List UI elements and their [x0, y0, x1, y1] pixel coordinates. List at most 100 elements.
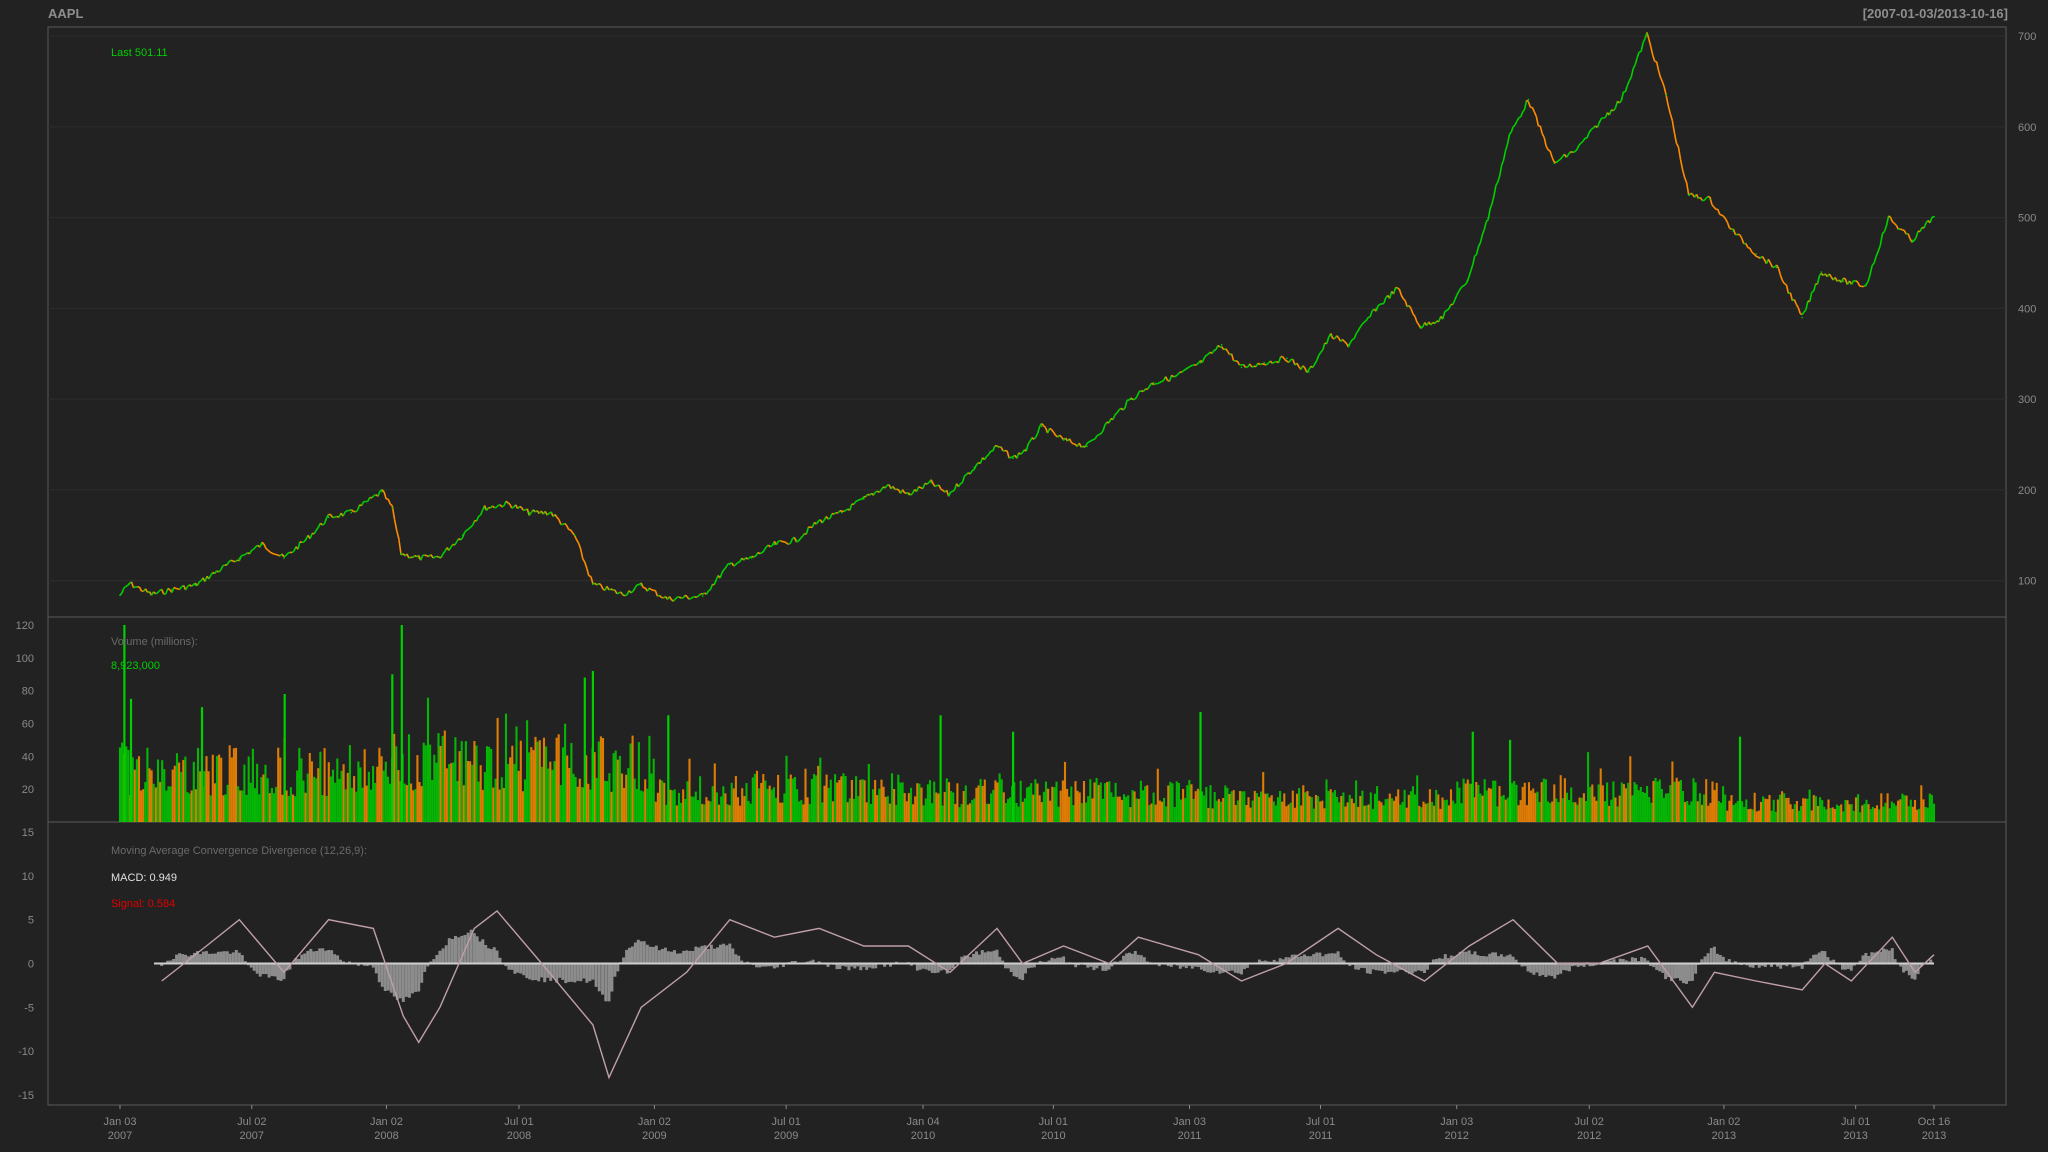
- price-segment: [901, 489, 906, 494]
- price-segment: [1883, 225, 1888, 232]
- price-segment: [184, 586, 189, 591]
- price-segment: [448, 546, 452, 551]
- price-segment: [269, 551, 273, 554]
- price-point: [1665, 94, 1667, 96]
- price-segment: [688, 597, 692, 600]
- price-segment: [1302, 365, 1306, 369]
- price-segment: [600, 584, 604, 590]
- price-segment: [1749, 247, 1753, 253]
- price-point: [1062, 439, 1065, 441]
- price-segment: [708, 588, 711, 592]
- price-segment: [1545, 145, 1549, 151]
- price-point: [1330, 334, 1332, 337]
- price-segment: [461, 532, 466, 538]
- price-point: [640, 584, 642, 586]
- price-segment: [1353, 333, 1358, 339]
- price-segment: [1726, 222, 1731, 229]
- price-segment: [1381, 302, 1385, 305]
- price-segment: [1789, 292, 1794, 301]
- price-segment: [690, 596, 694, 600]
- price-segment: [1479, 234, 1484, 243]
- price-segment: [1016, 452, 1020, 459]
- price-segment: [614, 589, 618, 595]
- price-segment: [1357, 326, 1361, 331]
- price-segment: [743, 557, 747, 561]
- price-segment: [267, 549, 271, 553]
- price-segment: [1865, 281, 1869, 286]
- price-point: [1220, 343, 1223, 346]
- price-segment: [721, 569, 725, 573]
- price-segment: [1253, 365, 1257, 368]
- x-tick-year-label: 2011: [1178, 1130, 1202, 1142]
- price-y-tick-label: 100: [2018, 576, 2036, 588]
- price-segment: [1855, 280, 1859, 283]
- price-segment: [618, 591, 622, 594]
- price-segment: [459, 537, 464, 541]
- price-segment: [1820, 272, 1824, 276]
- price-segment: [1740, 237, 1745, 244]
- price-point: [1199, 362, 1202, 364]
- price-segment: [1477, 242, 1482, 247]
- price-segment: [827, 517, 831, 520]
- price-segment: [432, 556, 436, 559]
- price-segment: [393, 519, 398, 531]
- price-point: [996, 445, 998, 448]
- price-segment: [915, 486, 920, 492]
- price-segment: [1745, 243, 1749, 248]
- price-segment: [1018, 452, 1022, 455]
- price-segment: [957, 483, 962, 488]
- price-segment: [1724, 218, 1729, 224]
- price-segment: [1369, 310, 1373, 317]
- price-segment: [526, 508, 530, 516]
- price-segment: [248, 549, 253, 555]
- price-segment: [1500, 159, 1505, 166]
- price-segment: [940, 488, 944, 491]
- price-point: [973, 466, 976, 469]
- price-segment: [1777, 268, 1782, 276]
- price-segment: [1326, 336, 1330, 344]
- price-segment: [1114, 412, 1118, 416]
- price-segment: [1512, 124, 1516, 128]
- macd-panel-label: Moving Average Convergence Divergence (1…: [111, 845, 367, 857]
- price-segment: [1655, 61, 1660, 71]
- price-point: [1012, 457, 1014, 460]
- price-segment: [243, 553, 246, 556]
- price-segment: [1416, 321, 1420, 326]
- price-point: [194, 584, 197, 586]
- price-segment: [1277, 356, 1282, 364]
- price-segment: [566, 525, 570, 530]
- price-point: [1040, 425, 1043, 428]
- price-segment: [1510, 126, 1514, 133]
- price-segment: [1116, 409, 1120, 414]
- price-segment: [1723, 215, 1727, 220]
- price-segment: [1483, 221, 1488, 230]
- price-segment: [1719, 213, 1722, 216]
- price-segment: [505, 500, 509, 504]
- price-y-tick-label: 700: [2018, 31, 2036, 43]
- price-segment: [1767, 258, 1772, 264]
- price-segment: [1590, 127, 1594, 131]
- price-segment: [458, 538, 462, 541]
- price-segment: [1553, 161, 1557, 164]
- price-segment: [1520, 111, 1524, 118]
- price-segment: [907, 492, 912, 496]
- price-segment: [630, 590, 634, 594]
- price-segment: [1138, 390, 1142, 393]
- price-segment: [1265, 362, 1269, 366]
- price-segment: [406, 553, 410, 559]
- price-segment: [829, 513, 833, 519]
- price-segment: [634, 584, 638, 589]
- price-segment: [586, 568, 590, 577]
- price-segment: [1489, 203, 1493, 210]
- price-segment: [400, 553, 404, 556]
- price-segment: [657, 594, 660, 597]
- price-segment: [192, 582, 196, 586]
- volume-panel-label: Volume (millions):: [111, 636, 198, 648]
- price-segment: [1400, 294, 1404, 300]
- price-segment: [1698, 196, 1701, 200]
- price-segment: [686, 596, 690, 600]
- price-segment: [456, 538, 460, 543]
- price-segment: [1769, 262, 1774, 268]
- price-segment: [1284, 358, 1288, 362]
